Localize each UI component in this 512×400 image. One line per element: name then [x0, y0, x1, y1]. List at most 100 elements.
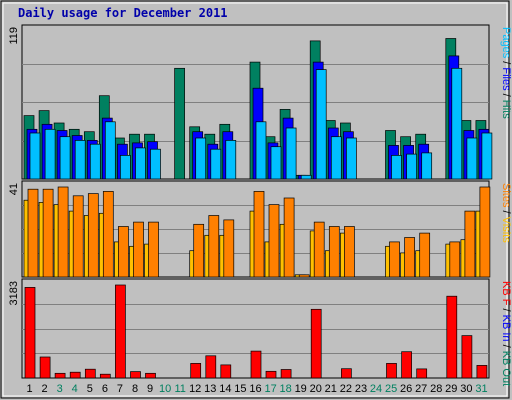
- bar-sites: [223, 219, 235, 278]
- x-tick-label: 6: [102, 383, 108, 395]
- x-tick-label: 28: [430, 383, 442, 395]
- x-tick-label: 26: [400, 383, 412, 395]
- x-tick-label: 17: [264, 383, 276, 395]
- bar-pages: [466, 137, 478, 180]
- bar-kb-f: [115, 284, 126, 379]
- x-tick-label: 14: [219, 383, 231, 395]
- x-tick-label: 5: [87, 383, 93, 395]
- bar-pages: [300, 174, 312, 180]
- y-axis-max-label-visits_sites: 41: [8, 183, 20, 195]
- bar-pages: [44, 128, 56, 180]
- bar-pages: [315, 69, 327, 180]
- x-tick-label: 18: [279, 383, 291, 395]
- legend-hits_files_pages: Pages / Files / Hits: [500, 27, 512, 119]
- bar-sites: [268, 204, 280, 278]
- bar-pages: [104, 121, 116, 180]
- bar-pages: [406, 153, 417, 180]
- bar-kb-f: [341, 368, 352, 379]
- x-tick-label: 8: [132, 383, 138, 395]
- bar-sites: [419, 232, 431, 278]
- bar-sites: [87, 193, 99, 278]
- chart-title: Daily usage for December 2011: [18, 6, 228, 20]
- chart-panels: 119 Pages / Files / Hits 41 Sites / Visits 3…: [8, 24, 512, 386]
- legend-separator: /: [500, 58, 512, 67]
- bar-kb-f: [220, 364, 232, 379]
- bar-pages: [346, 137, 357, 180]
- bar-pages: [89, 143, 101, 180]
- bar-pages: [120, 155, 131, 180]
- bar-pages: [421, 152, 433, 180]
- bar-sites: [283, 197, 295, 278]
- legend-entry: Visits: [500, 217, 512, 244]
- x-tick-label: 21: [325, 383, 337, 395]
- bar-sites: [193, 223, 205, 278]
- bar-pages: [391, 155, 402, 180]
- bar-sites: [449, 241, 461, 278]
- x-tick-label: 30: [460, 383, 472, 395]
- bar-kb-f: [99, 373, 111, 379]
- bar-pages: [270, 146, 282, 180]
- bar-pages: [225, 140, 237, 180]
- bar-pages: [135, 147, 146, 180]
- bar-kb-f: [401, 351, 412, 379]
- bar-kb-f: [69, 371, 81, 379]
- legend-entry: Sites: [500, 183, 512, 208]
- bar-sites: [464, 210, 476, 278]
- bar-sites: [208, 215, 220, 278]
- bar-pages: [285, 127, 297, 180]
- legend-kbytes: KB F / KB In / KB Out: [500, 281, 512, 386]
- bar-kb-f: [250, 350, 262, 379]
- bar-sites: [148, 221, 159, 278]
- legend-entry: KB In: [500, 315, 512, 342]
- x-axis-labels: 1 2 3 4 5 6 7 8 9 10 11 12 13 14 15 16 17 18 19 20 21 22 23 24 2…: [26, 383, 487, 395]
- x-tick-label: 22: [340, 383, 352, 395]
- bar-kb-f: [416, 368, 428, 379]
- legend-separator: /: [500, 342, 512, 351]
- bar-pages: [195, 137, 207, 180]
- legend-separator: /: [500, 207, 512, 216]
- x-tick-label: 23: [355, 383, 367, 395]
- x-tick-label: 12: [189, 383, 201, 395]
- x-tick-label: 9: [147, 383, 153, 395]
- bar-pages: [210, 148, 222, 180]
- bar-kb-f: [39, 356, 51, 379]
- bar-pages: [150, 148, 161, 180]
- outer-frame-highlight: [2, 2, 508, 397]
- bar-sites: [118, 226, 129, 278]
- bar-kb-f: [446, 295, 458, 379]
- x-tick-label: 2: [42, 383, 48, 395]
- legend-entry: Hits: [500, 100, 512, 119]
- bar-kb-f: [280, 369, 292, 379]
- bar-kb-f: [205, 355, 217, 379]
- bar-sites: [72, 195, 84, 278]
- x-tick-label: 29: [445, 383, 457, 395]
- bar-kb-f: [54, 372, 66, 379]
- bar-sites: [389, 241, 400, 278]
- bar-pages: [481, 132, 493, 180]
- bar-sites: [479, 186, 491, 278]
- bar-pages: [330, 136, 342, 180]
- x-tick-label: 1: [26, 383, 32, 395]
- legend-entry: KB Out: [500, 351, 512, 386]
- legend-separator: /: [500, 91, 512, 100]
- bar-sites: [344, 226, 355, 278]
- bar-kb-f: [461, 335, 473, 379]
- bar-pages: [59, 136, 71, 180]
- legend-entry: KB F: [500, 281, 512, 306]
- bar-kb-f: [386, 363, 397, 379]
- bar-kb-f: [265, 370, 277, 379]
- x-tick-label: 10: [159, 383, 171, 395]
- x-tick-label: 7: [117, 383, 123, 395]
- x-tick-label: 3: [57, 383, 63, 395]
- bar-sites: [133, 221, 144, 278]
- x-tick-label: 16: [249, 383, 261, 395]
- x-tick-label: 13: [204, 383, 216, 395]
- legend-entry: Files: [500, 67, 512, 91]
- x-tick-label: 20: [310, 383, 322, 395]
- x-tick-label: 25: [385, 383, 397, 395]
- legend-entry: Pages: [500, 27, 512, 59]
- legend-visits_sites: Sites / Visits: [500, 183, 512, 243]
- y-axis-max-label-kbytes: 3183: [8, 281, 20, 305]
